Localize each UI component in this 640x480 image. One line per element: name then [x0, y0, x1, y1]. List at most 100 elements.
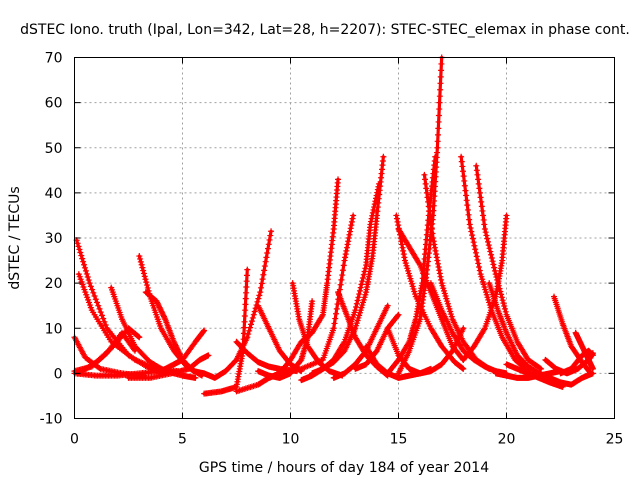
data-point-marker	[357, 284, 364, 291]
data-point-marker	[95, 302, 102, 309]
data-point-marker	[254, 298, 261, 305]
data-point-marker	[425, 198, 432, 205]
series-arc-11	[201, 228, 275, 381]
data-point-marker	[459, 163, 466, 170]
data-point-marker	[76, 246, 83, 253]
data-point-marker	[430, 235, 437, 241]
data-point-marker	[422, 176, 429, 183]
data-point-marker	[436, 270, 443, 277]
data-point-marker	[255, 295, 262, 302]
data-point-marker	[200, 328, 207, 335]
data-point-marker	[469, 232, 476, 239]
data-point-marker	[462, 187, 469, 194]
data-point-marker	[368, 215, 375, 222]
data-point-marker	[473, 167, 480, 174]
y-tick-label: 60	[45, 96, 63, 112]
data-point-marker	[475, 180, 482, 187]
data-point-marker	[473, 253, 480, 260]
data-point-marker	[87, 283, 94, 290]
x-tick-label: 0	[70, 432, 79, 448]
y-tick-label: -10	[40, 412, 63, 428]
series-arc-27	[393, 212, 467, 372]
data-point-marker	[478, 203, 485, 210]
data-point-marker	[344, 241, 351, 248]
data-point-marker	[245, 331, 252, 338]
data-point-marker	[437, 73, 444, 80]
data-point-marker	[465, 211, 472, 218]
data-point-marker	[490, 261, 497, 268]
data-point-marker	[503, 212, 510, 219]
data-point-marker	[367, 221, 374, 228]
data-point-marker	[192, 374, 199, 381]
series-arc-24	[352, 311, 402, 372]
data-point-marker	[470, 239, 477, 246]
data-point-marker	[393, 212, 400, 219]
data-point-marker	[247, 324, 254, 331]
data-point-marker	[96, 305, 103, 312]
data-point-marker	[350, 212, 357, 219]
data-point-marker	[354, 297, 361, 304]
data-point-marker	[374, 186, 381, 193]
data-point-marker	[476, 264, 483, 271]
data-point-marker	[348, 218, 355, 225]
series-arc-10	[125, 352, 212, 381]
data-point-marker	[264, 249, 271, 256]
data-point-marker	[380, 153, 387, 160]
data-point-marker	[248, 318, 255, 325]
data-point-marker	[398, 241, 405, 248]
data-point-marker	[429, 230, 436, 237]
data-point-marker	[141, 273, 148, 280]
data-point-marker	[476, 267, 483, 274]
data-point-marker	[425, 203, 432, 210]
data-point-marker	[348, 222, 355, 229]
series-arc-16	[289, 280, 346, 379]
data-point-marker	[264, 245, 271, 252]
data-point-marker	[472, 246, 479, 253]
data-point-marker	[433, 254, 440, 261]
data-point-marker	[135, 333, 142, 340]
data-point-marker	[339, 267, 346, 274]
data-point-marker	[471, 242, 478, 249]
data-point-marker	[479, 207, 486, 214]
data-point-marker	[138, 261, 145, 268]
data-point-marker	[468, 228, 475, 235]
series-arc-22	[298, 180, 383, 384]
data-point-marker	[464, 202, 471, 209]
data-point-marker	[426, 207, 433, 214]
data-point-marker	[500, 300, 507, 307]
data-point-marker	[91, 293, 98, 300]
data-point-marker	[432, 247, 439, 254]
data-point-marker	[370, 206, 377, 213]
data-point-marker	[485, 242, 492, 249]
data-point-marker	[368, 218, 375, 225]
data-point-marker	[244, 266, 251, 273]
data-point-marker	[353, 300, 360, 307]
data-point-marker	[438, 276, 445, 283]
data-point-marker	[92, 296, 99, 303]
data-point-marker	[431, 241, 438, 248]
data-point-marker	[435, 131, 441, 138]
data-point-marker	[395, 311, 402, 318]
data-point-marker	[437, 80, 444, 87]
data-point-marker	[137, 258, 144, 265]
data-point-marker	[438, 60, 445, 67]
data-point-marker	[428, 221, 435, 228]
data-point-marker	[82, 267, 89, 274]
x-tick-label: 25	[606, 432, 624, 448]
data-point-marker	[241, 318, 248, 325]
data-point-marker	[349, 215, 356, 222]
data-point-marker	[80, 258, 87, 265]
data-point-marker	[369, 212, 376, 219]
data-point-marker	[488, 251, 495, 258]
series-arc-29	[395, 54, 445, 377]
data-point-marker	[461, 177, 468, 184]
data-point-marker	[137, 255, 144, 262]
data-point-marker	[489, 258, 496, 265]
data-point-marker	[257, 289, 264, 296]
data-point-marker	[347, 228, 354, 235]
data-point-marker	[248, 321, 254, 328]
x-tick-label: 15	[390, 432, 408, 448]
data-point-marker	[161, 314, 168, 321]
data-point-marker	[359, 278, 366, 285]
data-point-marker	[342, 251, 349, 258]
